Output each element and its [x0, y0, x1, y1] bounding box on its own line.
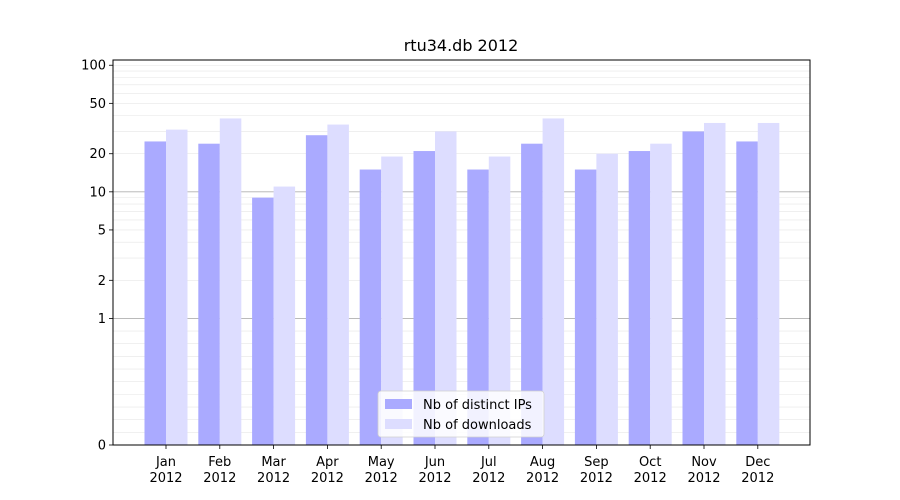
x-axis: Jan 2012 Feb 2012 Mar 2012 Apr 2012 May 2012 Jun 20…	[149, 445, 774, 486]
x-tick-label: Aug 2012	[526, 455, 559, 486]
y-tick-label: 2	[98, 274, 106, 289]
y-tick-label: 0	[98, 439, 106, 454]
legend-label: Nb of downloads	[423, 418, 532, 433]
legend-label: Nb of distinct IPs	[423, 398, 532, 413]
bar-distinct-ips	[467, 169, 489, 445]
x-tick-label: Jun 2012	[418, 455, 451, 486]
bars	[144, 118, 780, 446]
bar-distinct-ips	[359, 169, 382, 445]
bar-downloads	[219, 118, 242, 445]
y-tick-label: 50	[89, 97, 106, 112]
bar-downloads	[327, 124, 349, 445]
x-tick-label: Sep 2012	[580, 455, 613, 486]
bar-distinct-ips	[198, 143, 220, 445]
bar-downloads	[166, 129, 188, 445]
chart-title: rtu34.db 2012	[404, 36, 519, 55]
y-tick-label: 20	[89, 147, 106, 162]
bar-distinct-ips	[736, 141, 758, 445]
bar-distinct-ips	[252, 197, 274, 445]
bar-distinct-ips	[628, 151, 651, 445]
bar-distinct-ips	[521, 143, 543, 445]
x-tick-label: May 2012	[365, 455, 398, 486]
bar-distinct-ips	[305, 135, 328, 445]
bar-downloads	[704, 122, 726, 445]
x-tick-label: Feb 2012	[203, 455, 236, 486]
bar-distinct-ips	[413, 151, 435, 445]
x-tick-label: Oct 2012	[634, 455, 667, 486]
x-tick-label: Dec 2012	[741, 455, 774, 486]
y-axis: 0 1 2 5 10 20 50 100	[81, 59, 113, 454]
x-tick-label: Nov 2012	[687, 455, 720, 486]
bar-downloads	[542, 118, 565, 445]
y-tick-label: 100	[81, 59, 106, 74]
legend-box	[377, 390, 545, 438]
y-tick-label: 10	[89, 185, 106, 200]
x-tick-label: Mar 2012	[257, 455, 290, 486]
bar-downloads	[650, 143, 672, 445]
x-tick-label: Jul 2012	[472, 455, 505, 486]
bar-downloads	[596, 153, 618, 446]
bar-downloads	[435, 131, 457, 445]
x-tick-label: Apr 2012	[311, 455, 344, 486]
bar-downloads	[488, 156, 511, 446]
bar-downloads	[381, 156, 403, 446]
bar-distinct-ips	[574, 169, 597, 445]
y-tick-label: 1	[98, 312, 106, 327]
legend: Nb of distinct IPs Nb of downloads	[377, 390, 545, 438]
bar-distinct-ips	[682, 131, 704, 445]
x-tick-label: Jan 2012	[149, 455, 182, 486]
bar-distinct-ips	[144, 141, 166, 445]
y-tick-label: 5	[98, 223, 106, 238]
plot-frame	[112, 59, 811, 446]
legend-swatch	[385, 399, 412, 409]
legend-swatch	[385, 419, 412, 429]
bar-downloads	[757, 122, 780, 445]
bar-downloads	[273, 186, 296, 446]
